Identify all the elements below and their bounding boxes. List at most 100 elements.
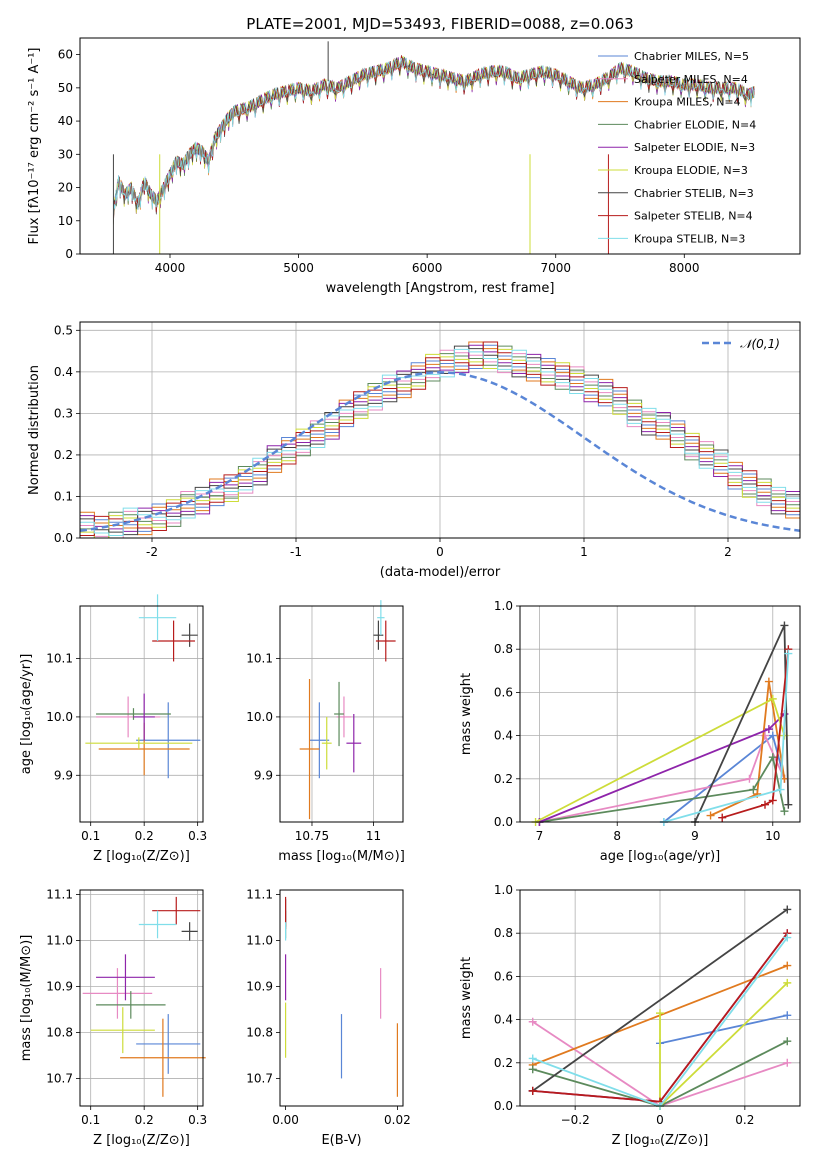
error-bar-point [334,681,344,747]
plus-marker [783,978,792,987]
x-tick-label: 10 [765,829,780,843]
plus-marker [745,774,754,783]
x-tick-label: 8000 [669,261,700,275]
error-bar-point [138,910,177,939]
error-bar-point [373,620,384,650]
error-bar-point [181,623,198,647]
x-axis-label: age [log₁₀(age/yr)] [600,849,721,864]
x-tick-label: 0.00 [272,1113,299,1127]
mass-weight-line [659,1014,788,1045]
legend-label: Salpeter STELIB, N=4 [634,210,753,223]
plus-marker [768,796,777,805]
spectrum-legend: Chabrier MILES, N=5 Salpeter MILES, N=4 Kr… [598,50,756,245]
error-bar-point [375,620,396,662]
x-axis-label: Z [log₁₀(Z/Z⊙)] [612,1133,709,1148]
y-tick-label: 0.8 [494,926,513,940]
y-tick-label: 10 [58,214,73,228]
y-tick-label: 40 [58,114,73,128]
y-tick-label: 0.2 [54,448,73,462]
x-axis-label: E(B-V) [321,1133,361,1148]
plus-marker [656,1009,664,1018]
y-tick-label: 0 [65,247,73,261]
panel-spectrum: 4000 5000 6000 7000 8000 0 10 20 30 40 50 60 wavelen… [27,37,801,296]
y-tick-label: 0.3 [54,406,73,420]
error-bar-point [133,693,155,741]
error-bar-point [96,954,155,1001]
axes-frame [79,37,801,255]
y-tick-label: 20 [58,181,73,195]
x-tick-label: 5000 [283,261,314,275]
figure-title: PLATE=2001, MJD=53493, FIBERID=0088, z=0… [246,15,633,33]
x-tick-label: 10.75 [295,829,329,843]
legend-label: Kroupa STELIB, N=3 [634,232,745,245]
plus-marker [706,811,715,820]
x-tick-label: 9 [691,829,699,843]
y-tick-label: 10.8 [246,1025,273,1039]
x-axis-label: (data-model)/error [380,565,501,580]
y-tick-label: 10.1 [46,652,73,666]
y-tick-label: 0.0 [494,815,513,829]
y-tick-label: 0.2 [494,1056,513,1070]
error-bar-point [181,922,198,941]
x-tick-label: 6000 [412,261,443,275]
plus-marker [784,649,793,658]
x-tick-label: 0 [436,545,444,559]
axes-frame [79,321,801,539]
error-bar-point [96,708,171,720]
y-tick-label: 0.0 [54,531,73,545]
y-tick-label: 1.0 [494,883,513,897]
y-tick-label: 11.1 [246,888,273,902]
plus-marker [776,785,785,794]
x-axis-label: wavelength [Angstrom, rest frame] [326,281,555,296]
x-tick-label: 0.3 [188,1113,207,1127]
plus-marker [761,731,769,740]
panel-age-vs-mass: 10.75 11 9.9 10.0 10.1 mass [log₁₀(M/M⊙)] [246,600,405,864]
plus-marker [784,800,793,809]
axes-frame [519,605,801,823]
plus-marker [780,807,789,816]
y-tick-label: 0.2 [494,772,513,786]
plus-marker [761,800,769,809]
legend-label: Salpeter MILES, N=4 [634,73,748,86]
histogram-series [80,348,800,538]
normal-curve [79,371,801,532]
x-axis-label: mass [log₁₀(M/M⊙)] [278,849,405,864]
plus-marker [528,1054,537,1063]
x-tick-label: 1 [580,545,588,559]
mass-weight-line [539,713,786,823]
mass-weight-line [539,754,786,823]
y-tick-label: 1.0 [494,599,513,613]
x-tick-label: -1 [290,545,302,559]
legend-label: Chabrier MILES, N=5 [634,50,749,63]
y-tick-label: 0.1 [54,489,73,503]
axes-frame [79,605,204,823]
y-tick-label: 0.6 [494,685,513,699]
x-axis-label: Z [log₁₀(Z/Z⊙)] [93,849,190,864]
panel-mass-weight-vs-z: −0.2 0 0.2 0.0 0.2 0.4 0.6 0.8 1.0 Z [log₁₀(Z/Z⊙)… [459,883,801,1148]
axes-frame [279,889,404,1107]
axes-frame [79,889,204,1107]
plus-marker [718,813,727,822]
y-tick-label: 10.1 [246,652,273,666]
error-bar-point [96,991,166,1019]
plus-marker [768,694,777,703]
y-tick-label: 11.0 [46,934,73,948]
plus-marker [768,753,777,762]
axes-frame [519,889,801,1107]
x-tick-label: 8 [613,829,621,843]
error-bar-point [346,714,362,773]
y-tick-label: 0.0 [494,1099,513,1113]
plus-marker [528,1065,537,1074]
error-bar-point [90,1007,155,1054]
mass-weight-line [710,681,786,817]
legend-label: Salpeter ELODIE, N=3 [634,141,755,154]
x-axis-label: Z [log₁₀(Z/Z⊙)] [93,1133,190,1148]
error-bar-point [152,620,195,662]
x-tick-label: 0.2 [135,1113,154,1127]
legend-label: Chabrier STELIB, N=3 [634,187,754,200]
error-bar-point [321,716,332,770]
y-axis-label: Normed distribution [27,365,42,495]
x-tick-label: 4000 [155,261,186,275]
y-tick-label: 11.0 [246,934,273,948]
x-tick-label: 2 [724,545,732,559]
